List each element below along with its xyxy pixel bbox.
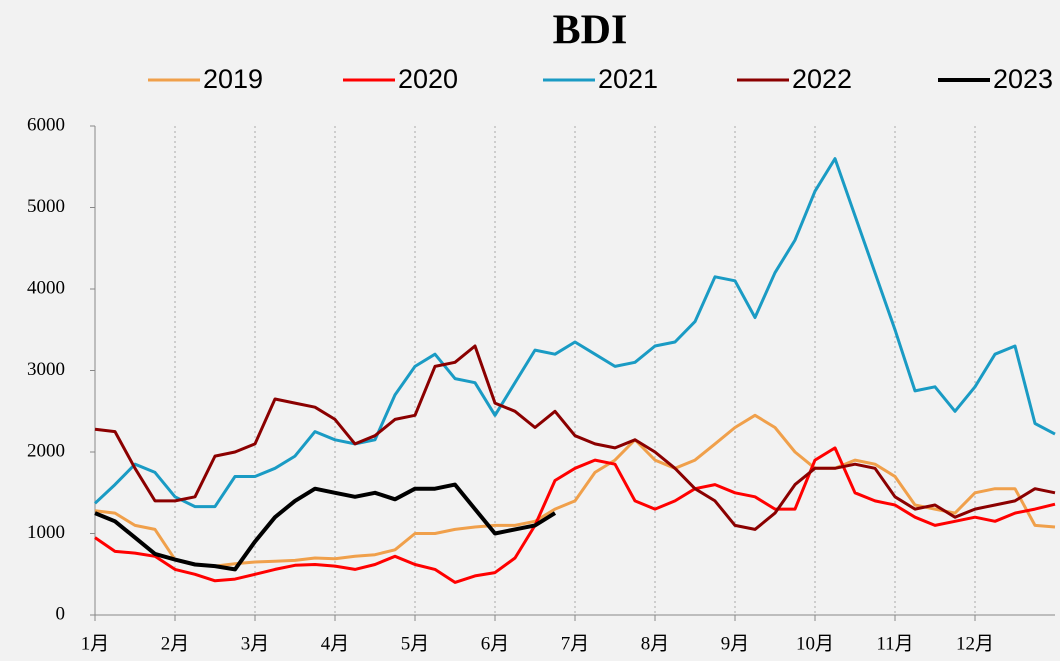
legend-label: 2023 <box>993 64 1053 94</box>
x-tick-label: 12月 <box>956 633 994 654</box>
y-tick-label: 4000 <box>27 277 65 298</box>
x-tick-label: 9月 <box>721 633 750 654</box>
y-tick-label: 1000 <box>27 522 65 543</box>
series-line <box>94 344 1056 531</box>
series-line <box>93 157 1056 509</box>
y-tick-label: 2000 <box>27 440 65 461</box>
y-tick-label: 5000 <box>27 196 65 217</box>
x-tick-label: 2月 <box>161 633 190 654</box>
legend-label: 2020 <box>398 64 458 94</box>
series-line <box>94 446 1056 584</box>
chart-title: BDI <box>553 8 628 54</box>
legend-label: 2019 <box>203 64 263 94</box>
series-line <box>94 482 557 572</box>
x-tick-label: 4月 <box>321 633 350 654</box>
x-tick-label: 1月 <box>81 633 110 654</box>
x-tick-label: 7月 <box>561 633 590 654</box>
x-tick-label: 3月 <box>241 633 270 654</box>
x-tick-label: 10月 <box>796 633 834 654</box>
y-tick-label: 6000 <box>27 114 65 135</box>
legend-label: 2021 <box>598 64 658 94</box>
x-tick-label: 11月 <box>876 633 913 654</box>
y-tick-label: 3000 <box>27 359 65 380</box>
x-tick-label: 8月 <box>641 633 670 654</box>
legend-label: 2022 <box>792 64 852 94</box>
y-tick-label: 0 <box>56 603 66 624</box>
series-line <box>94 413 1056 568</box>
x-tick-label: 5月 <box>401 633 430 654</box>
x-tick-label: 6月 <box>481 633 510 654</box>
